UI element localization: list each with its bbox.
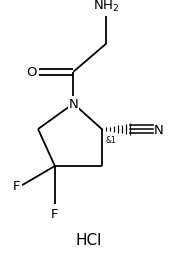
Text: F: F [51,207,59,220]
Text: F: F [13,179,20,192]
Text: HCl: HCl [75,233,102,247]
Text: &1: &1 [105,136,116,145]
Text: N: N [68,98,78,110]
Text: N: N [154,123,164,136]
Text: O: O [27,66,37,79]
Text: NH$_2$: NH$_2$ [93,0,119,14]
